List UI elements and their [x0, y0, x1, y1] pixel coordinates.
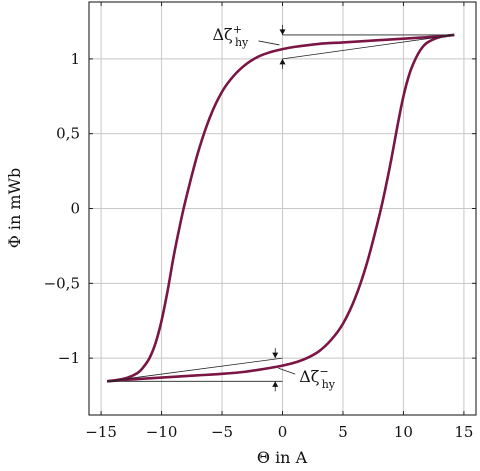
upper-arrowhead-up [279, 58, 286, 65]
y-tick-label: 1 [70, 50, 80, 68]
x-tick-label: 10 [394, 423, 413, 441]
y-tick-label: −1 [58, 349, 80, 367]
ascending-branch-curve [107, 33, 455, 383]
delta-zeta-hy-plus-label: Δζ+ hy [213, 23, 250, 49]
upper-label-leader [258, 40, 280, 46]
x-tick-label: 0 [278, 423, 288, 441]
lower-arrowhead-up [272, 381, 279, 387]
x-tick-label: −15 [85, 423, 117, 441]
upper-arrowhead-down [279, 29, 286, 35]
x-tick-label: 15 [454, 423, 473, 441]
hysteresis-curves [106, 33, 455, 383]
x-tick-label: 5 [338, 423, 348, 441]
delta-zeta-hy-minus-label: Δζ− hy [299, 365, 336, 391]
x-tick-label: −10 [146, 423, 178, 441]
y-tick-label: 0,5 [56, 125, 80, 143]
grid [89, 2, 476, 415]
annotations: Δζ+ hy Δζ− hy [107, 23, 455, 392]
lower-label-leader [278, 367, 296, 375]
y-axis-label: Φ in mWb [5, 168, 24, 249]
lower-arrowhead-down [272, 352, 279, 359]
descending-branch-curve [106, 33, 455, 383]
upper-reference-diagonal [282, 34, 455, 60]
ticks: −15 −10 −5 0 5 10 15 −1 −0,5 0 0,5 1 [44, 2, 476, 441]
lower-reference-diagonal [107, 357, 283, 382]
y-tick-label: 0 [70, 200, 80, 218]
x-tick-label: −5 [211, 423, 233, 441]
x-axis-label: Θ in A [257, 448, 308, 467]
y-tick-label: −0,5 [44, 274, 80, 292]
